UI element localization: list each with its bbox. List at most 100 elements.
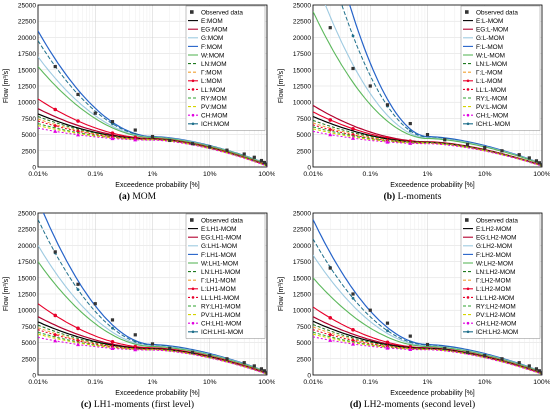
- legend-label: EG:LH1-MOM: [201, 235, 241, 242]
- observed-point: [133, 333, 137, 337]
- x-tick-label: 0.01%: [28, 379, 47, 386]
- y-tick-label: 17500: [18, 259, 36, 266]
- series-marker-L: [76, 326, 80, 331]
- x-tick-label: 10%: [478, 379, 492, 386]
- series-line-PV: [313, 128, 542, 167]
- legend-label: L:LH1-MOM: [201, 286, 236, 293]
- y-tick-label: 25000: [18, 3, 36, 10]
- observed-point: [328, 26, 332, 30]
- plot-frame: [37, 4, 268, 168]
- legend-label: RY:L-MOM: [476, 95, 508, 102]
- legend-swatch-observed: [465, 10, 469, 14]
- legend-label: W:L-MOM: [476, 52, 505, 59]
- legend-label: ICH:LH2-MOM: [476, 329, 518, 336]
- x-tick-label: 10%: [203, 379, 217, 386]
- y-tick-label: 22500: [18, 19, 36, 26]
- legend-marker-ICH: [466, 330, 470, 334]
- legend-box: [185, 213, 266, 339]
- series-marker-L: [76, 119, 80, 123]
- x-tick-label: 0.01%: [28, 171, 47, 178]
- legend-marker-L: [191, 287, 195, 291]
- legend-label: F:LH2-MOM: [476, 252, 511, 259]
- series-line-PV: [313, 333, 542, 375]
- legend-label: G:MOM: [201, 35, 223, 42]
- legend-label: Γ:MOM: [201, 70, 222, 77]
- observed-point: [168, 138, 172, 143]
- y-axis-label: Flow [m³/s]: [3, 277, 10, 311]
- observed-point: [150, 342, 155, 346]
- x-tick-label: 0.1%: [88, 171, 104, 178]
- legend-label: L:MOM: [201, 78, 222, 85]
- series-line-CH: [313, 336, 542, 375]
- y-tick-label: 10000: [293, 308, 311, 315]
- y-tick-label: 15000: [18, 275, 36, 282]
- legend-label: CH:LH2-MOM: [476, 321, 516, 328]
- chart-lh1-moments: 0 2500 5000 7500 10000 12500 15000 17500 20000 22…: [3, 211, 275, 398]
- y-tick-label: 0: [32, 165, 36, 172]
- series-group: [313, 219, 542, 375]
- observed-point: [265, 162, 267, 167]
- y-tick-label: 7500: [297, 116, 312, 123]
- y-tick-label: 12500: [18, 292, 36, 299]
- observed-point: [483, 145, 487, 150]
- observed-point: [537, 161, 541, 165]
- legend-label: F:MOM: [201, 44, 222, 51]
- legend-label: F:LH1-MOM: [201, 252, 236, 259]
- series-marker-L: [328, 316, 333, 320]
- legend-label: RY:LH1-MOM: [201, 303, 241, 310]
- series-line-CH: [38, 336, 267, 375]
- series-marker-CH: [110, 136, 115, 141]
- series-marker-ICH: [351, 34, 355, 38]
- series-line-W: [38, 261, 267, 373]
- legend-marker-CH: [466, 321, 470, 325]
- legend-label: CH:MOM: [201, 113, 228, 120]
- observed-point: [110, 120, 115, 124]
- y-tick-label: 17500: [293, 51, 311, 58]
- series-marker-CH: [408, 347, 413, 351]
- series-marker-LL: [53, 123, 58, 129]
- legend-label: CH:LH1-MOM: [201, 321, 241, 328]
- series-marker-L: [351, 126, 355, 131]
- observed-point: [53, 250, 57, 254]
- y-tick-label: 20000: [18, 243, 36, 250]
- x-tick-label: 0.1%: [363, 171, 379, 178]
- observed-point: [259, 158, 264, 163]
- y-tick-label: 5000: [22, 340, 37, 347]
- y-tick-label: 22500: [293, 227, 311, 234]
- legend-marker-ICH: [191, 330, 195, 334]
- series-marker-CH: [351, 341, 356, 346]
- y-tick-label: 15000: [293, 67, 311, 74]
- series-marker-ICH: [111, 326, 114, 330]
- panel-lh1-moments: 0 2500 5000 7500 10000 12500 15000 17500 20000 22…: [0, 208, 275, 416]
- legend-label: EG:MOM: [201, 27, 228, 34]
- series-marker-CH: [408, 141, 413, 145]
- series-marker-L: [53, 107, 58, 112]
- series-marker-CH: [328, 132, 333, 137]
- x-tick-label: 0.1%: [363, 379, 379, 386]
- series-line-W: [313, 277, 542, 373]
- legend-label: G:L-MOM: [476, 35, 504, 42]
- legend-marker-LL: [466, 88, 470, 91]
- observed-point: [408, 334, 412, 338]
- legend-swatch-observed: [190, 218, 194, 222]
- y-tick-label: 12500: [18, 84, 36, 91]
- y-tick-label: 10000: [293, 100, 311, 107]
- legend-label: LN:LH2-MOM: [476, 269, 515, 276]
- x-tick-label: 100%: [258, 379, 275, 386]
- y-tick-label: 2500: [22, 356, 37, 363]
- series-marker-CH: [328, 338, 333, 342]
- series-line-PV: [38, 333, 267, 375]
- caption-mom: (a) MOM: [0, 192, 275, 202]
- caption-l-moments: (b) L-moments: [275, 192, 550, 202]
- legend-label: E:LH2-MOM: [476, 226, 512, 233]
- legend-label: E:LH1-MOM: [201, 226, 237, 233]
- series-marker-CH: [385, 345, 390, 350]
- legend-label: RY:MOM: [201, 95, 227, 102]
- legend-label: RY:LH2-MOM: [476, 303, 516, 310]
- legend-label: Observed data: [201, 217, 243, 224]
- legend-marker-CH: [191, 113, 195, 117]
- legend-marker-L: [191, 79, 195, 83]
- observed-point: [385, 103, 390, 107]
- y-tick-label: 5000: [22, 132, 37, 139]
- x-tick-label: 1%: [148, 171, 158, 178]
